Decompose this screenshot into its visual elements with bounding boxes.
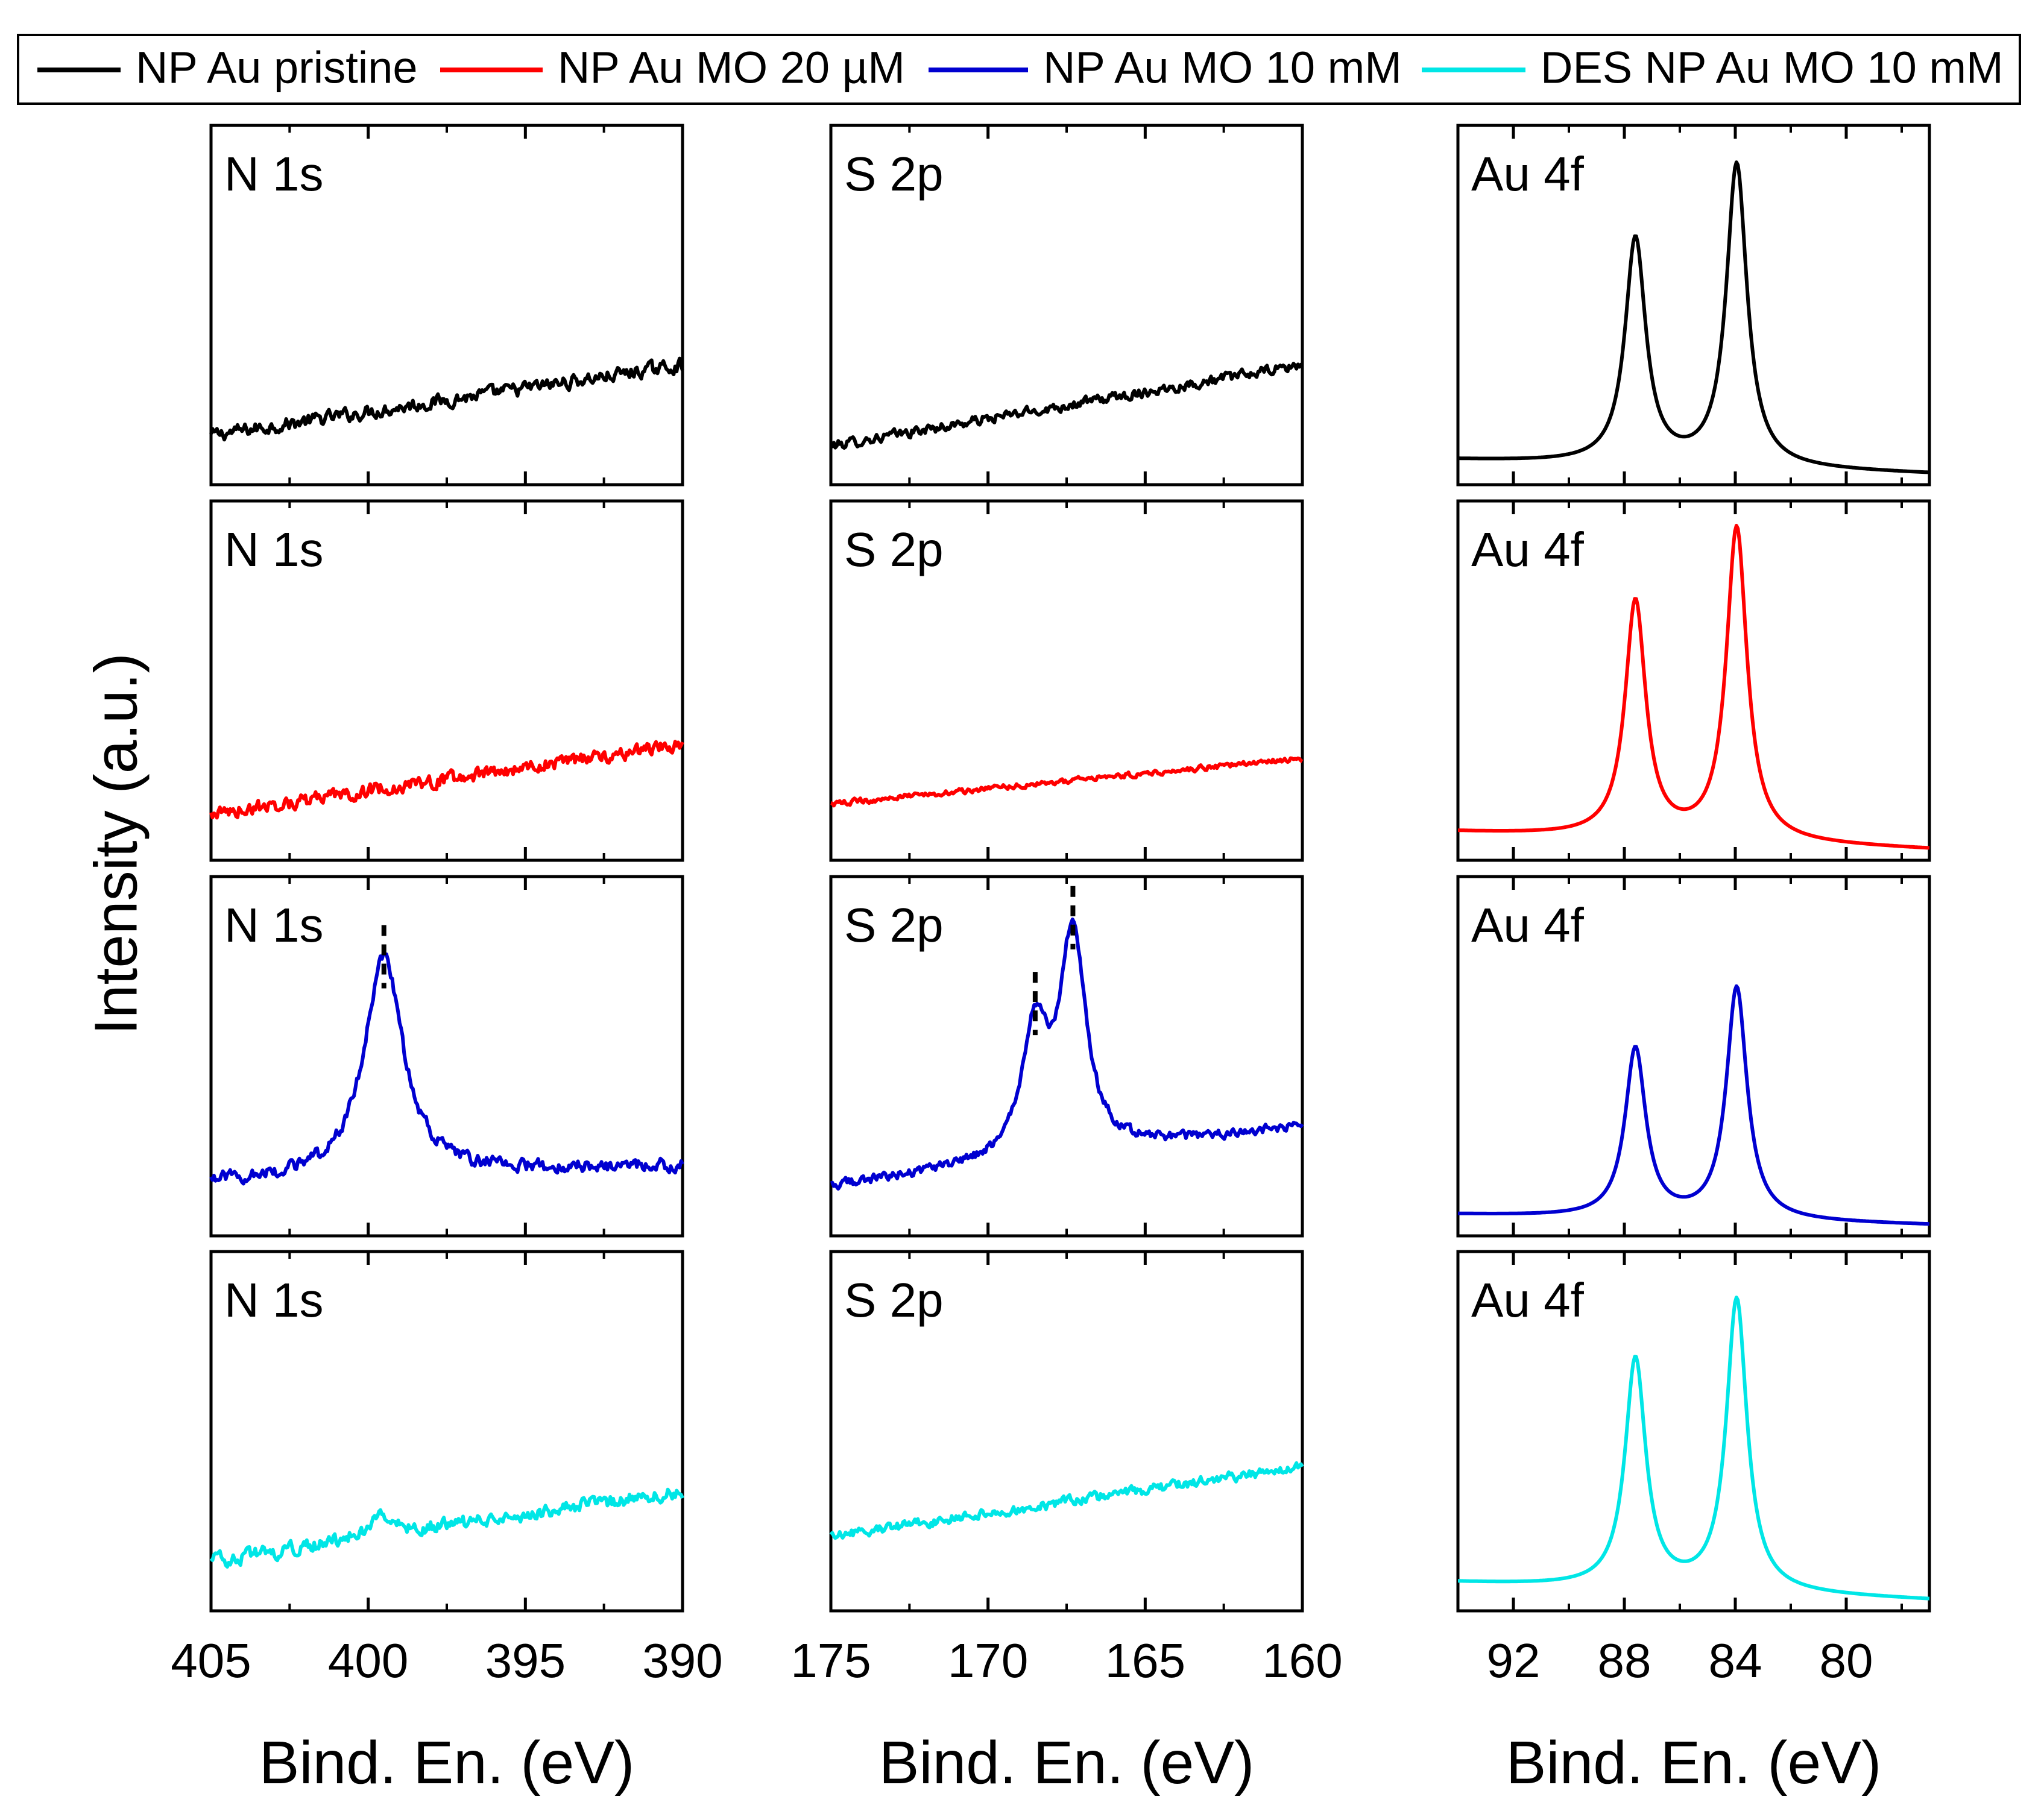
- x-axis-label: Bind. En. (eV): [1506, 1729, 1882, 1797]
- spectrum-line: [1457, 1296, 1930, 1601]
- spectrum-line: [829, 362, 1304, 450]
- region-label: Au 4f: [1471, 523, 1585, 576]
- legend-label: NP Au pristine: [136, 43, 418, 93]
- panel-au-4f-3: Au 4f: [1456, 875, 1931, 1238]
- panel-s-2p-3: S 2p: [829, 875, 1304, 1238]
- spectrum-line: [1457, 160, 1930, 474]
- region-label: S 2p: [844, 523, 944, 576]
- spectrum-line: [209, 1487, 684, 1569]
- legend: NP Au pristine NP Au MO 20 µM NP Au MO 10 …: [17, 34, 2021, 105]
- panel-n-1s-2: N 1s: [209, 499, 684, 862]
- spectrum-line: [830, 756, 1304, 808]
- panel-s-2p-4: S 2p 175 170 165 160: [790, 1250, 1343, 1687]
- tick-label: 160: [1262, 1634, 1342, 1687]
- tick-label: 165: [1105, 1634, 1185, 1687]
- region-label: S 2p: [844, 147, 944, 201]
- tick-label: 84: [1709, 1634, 1762, 1687]
- spectrum-line: [209, 740, 684, 820]
- region-label: N 1s: [224, 1273, 324, 1327]
- panel-au-4f-1: Au 4f: [1456, 124, 1931, 487]
- panel-s-2p-2: S 2p: [829, 499, 1304, 862]
- legend-box: [17, 34, 2021, 105]
- y-axis-label: Intensity (a.u.): [82, 653, 150, 1035]
- panel-n-1s-4: N 1s 405 400 395 390: [171, 1250, 723, 1687]
- tick-label: 88: [1598, 1634, 1651, 1687]
- tick-label: 80: [1820, 1634, 1873, 1687]
- region-label: S 2p: [844, 898, 944, 952]
- panel-au-4f-2: Au 4f: [1456, 499, 1931, 862]
- spectrum-line: [1457, 984, 1930, 1226]
- tick-label: 390: [642, 1634, 722, 1687]
- tick-label: 405: [171, 1634, 251, 1687]
- region-label: N 1s: [224, 523, 324, 576]
- panel-frame: [1456, 499, 1931, 862]
- panel-s-2p-1: S 2p: [829, 124, 1304, 487]
- region-label: N 1s: [224, 898, 324, 952]
- region-label: Au 4f: [1471, 1273, 1585, 1327]
- region-label: S 2p: [844, 1273, 944, 1327]
- region-label: N 1s: [224, 147, 324, 201]
- spectrum-line: [1457, 523, 1930, 850]
- legend-label: DES NP Au MO 10 mM: [1541, 43, 2004, 93]
- region-label: Au 4f: [1471, 147, 1585, 201]
- region-label: Au 4f: [1471, 898, 1585, 952]
- tick-label: 395: [485, 1634, 566, 1687]
- panel-n-1s-1: N 1s: [209, 124, 684, 487]
- panel-frame: [1456, 1250, 1931, 1613]
- x-axis-label: Bind. En. (eV): [879, 1729, 1255, 1797]
- x-axis-label: Bind. En. (eV): [259, 1729, 635, 1797]
- spectrum-line: [209, 951, 684, 1186]
- panel-n-1s-3: N 1s: [209, 875, 684, 1238]
- panel-frame: [1456, 875, 1931, 1238]
- legend-label: NP Au MO 20 µM: [558, 43, 905, 93]
- tick-label: 92: [1487, 1634, 1541, 1687]
- spectrum-line: [829, 1461, 1304, 1540]
- legend-label: NP Au MO 10 mM: [1043, 43, 1402, 93]
- panel-au-4f-4: Au 4f 92 88 84 80: [1456, 1250, 1931, 1687]
- panel-frame: [1456, 124, 1931, 487]
- spectrum-line: [209, 356, 684, 442]
- tick-label: 175: [790, 1634, 871, 1687]
- tick-label: 170: [948, 1634, 1028, 1687]
- tick-label: 400: [328, 1634, 408, 1687]
- spectrum-line: [830, 917, 1304, 1191]
